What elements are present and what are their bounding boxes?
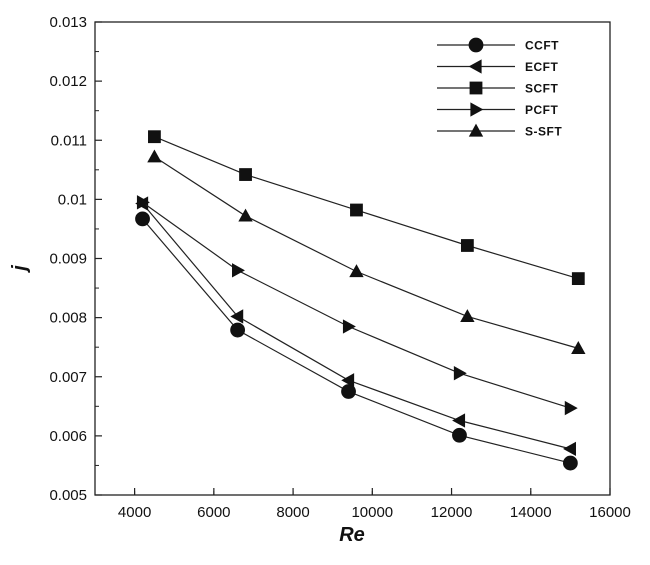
data-point — [460, 239, 474, 252]
y-tick-label: 0.013 — [49, 14, 87, 31]
x-tick-label: 8000 — [276, 504, 309, 521]
legend: CCFT ECFT SCFT PCFT S-SFT — [437, 37, 562, 139]
series-ccft — [135, 211, 578, 471]
x-tick-label: 4000 — [118, 504, 151, 521]
y-axis-title: j — [9, 265, 31, 274]
data-point — [452, 413, 466, 428]
data-point — [350, 203, 363, 217]
data-point — [148, 130, 161, 144]
y-tick-label: 0.01 — [58, 191, 87, 208]
y-tick-label: 0.011 — [51, 132, 87, 149]
data-point — [136, 195, 150, 210]
series-line — [154, 156, 579, 349]
x-tick-label: 10000 — [351, 504, 393, 521]
series-line — [142, 201, 571, 409]
x-tick-label: 14000 — [510, 504, 552, 521]
data-point — [571, 341, 586, 354]
data-point — [564, 400, 578, 416]
legend-label: SCFT — [525, 82, 559, 96]
y-tick-label: 0.007 — [49, 369, 87, 386]
y-axis: 0.005 0.006 0.007 0.008 0.009 0.01 0.011 0.012 0… — [49, 14, 102, 504]
series-scft — [148, 130, 585, 286]
data-point — [571, 272, 585, 286]
data-point — [341, 373, 355, 388]
series-layer — [135, 130, 586, 471]
legend-item: S-SFT — [437, 123, 562, 139]
data-point — [135, 211, 150, 227]
x-tick-label: 6000 — [197, 504, 230, 521]
legend-marker — [468, 123, 484, 137]
data-point — [230, 309, 244, 324]
legend-marker — [470, 102, 484, 117]
legend-label: ECFT — [525, 60, 559, 74]
series-line — [154, 136, 579, 280]
y-tick-label: 0.006 — [49, 428, 87, 445]
x-tick-label: 12000 — [431, 504, 473, 521]
data-point — [562, 455, 578, 471]
data-point — [230, 322, 246, 338]
legend-label: S-SFT — [525, 125, 562, 139]
x-axis: 4000 6000 8000 10000 12000 14000 16000 — [118, 488, 631, 521]
x-tick-label: 16000 — [589, 504, 631, 521]
data-point — [147, 149, 162, 163]
y-tick-label: 0.012 — [49, 73, 87, 90]
series-pcft — [136, 195, 578, 416]
data-point — [452, 427, 467, 443]
data-point — [238, 208, 253, 222]
data-point — [563, 441, 576, 457]
data-point — [460, 309, 475, 323]
legend-marker — [469, 81, 483, 95]
data-point — [239, 168, 252, 181]
series-line — [142, 218, 571, 464]
data-point — [342, 319, 356, 334]
y-tick-label: 0.008 — [49, 310, 87, 327]
legend-item: ECFT — [437, 59, 559, 74]
data-point — [349, 264, 364, 278]
series-ecft — [135, 196, 576, 457]
series-s-sft — [147, 149, 586, 354]
y-tick-label: 0.005 — [49, 487, 87, 504]
data-point — [232, 263, 245, 278]
legend-label: CCFT — [525, 39, 559, 53]
legend-item: SCFT — [437, 81, 559, 96]
legend-label: PCFT — [525, 103, 559, 117]
legend-item: PCFT — [437, 102, 559, 117]
legend-marker — [468, 59, 482, 74]
x-axis-title: Re — [339, 524, 365, 546]
data-point — [341, 384, 356, 399]
data-point — [453, 366, 467, 381]
legend-item: CCFT — [437, 37, 559, 53]
legend-marker — [468, 37, 484, 53]
series-line — [142, 203, 571, 450]
y-tick-label: 0.009 — [49, 251, 87, 268]
